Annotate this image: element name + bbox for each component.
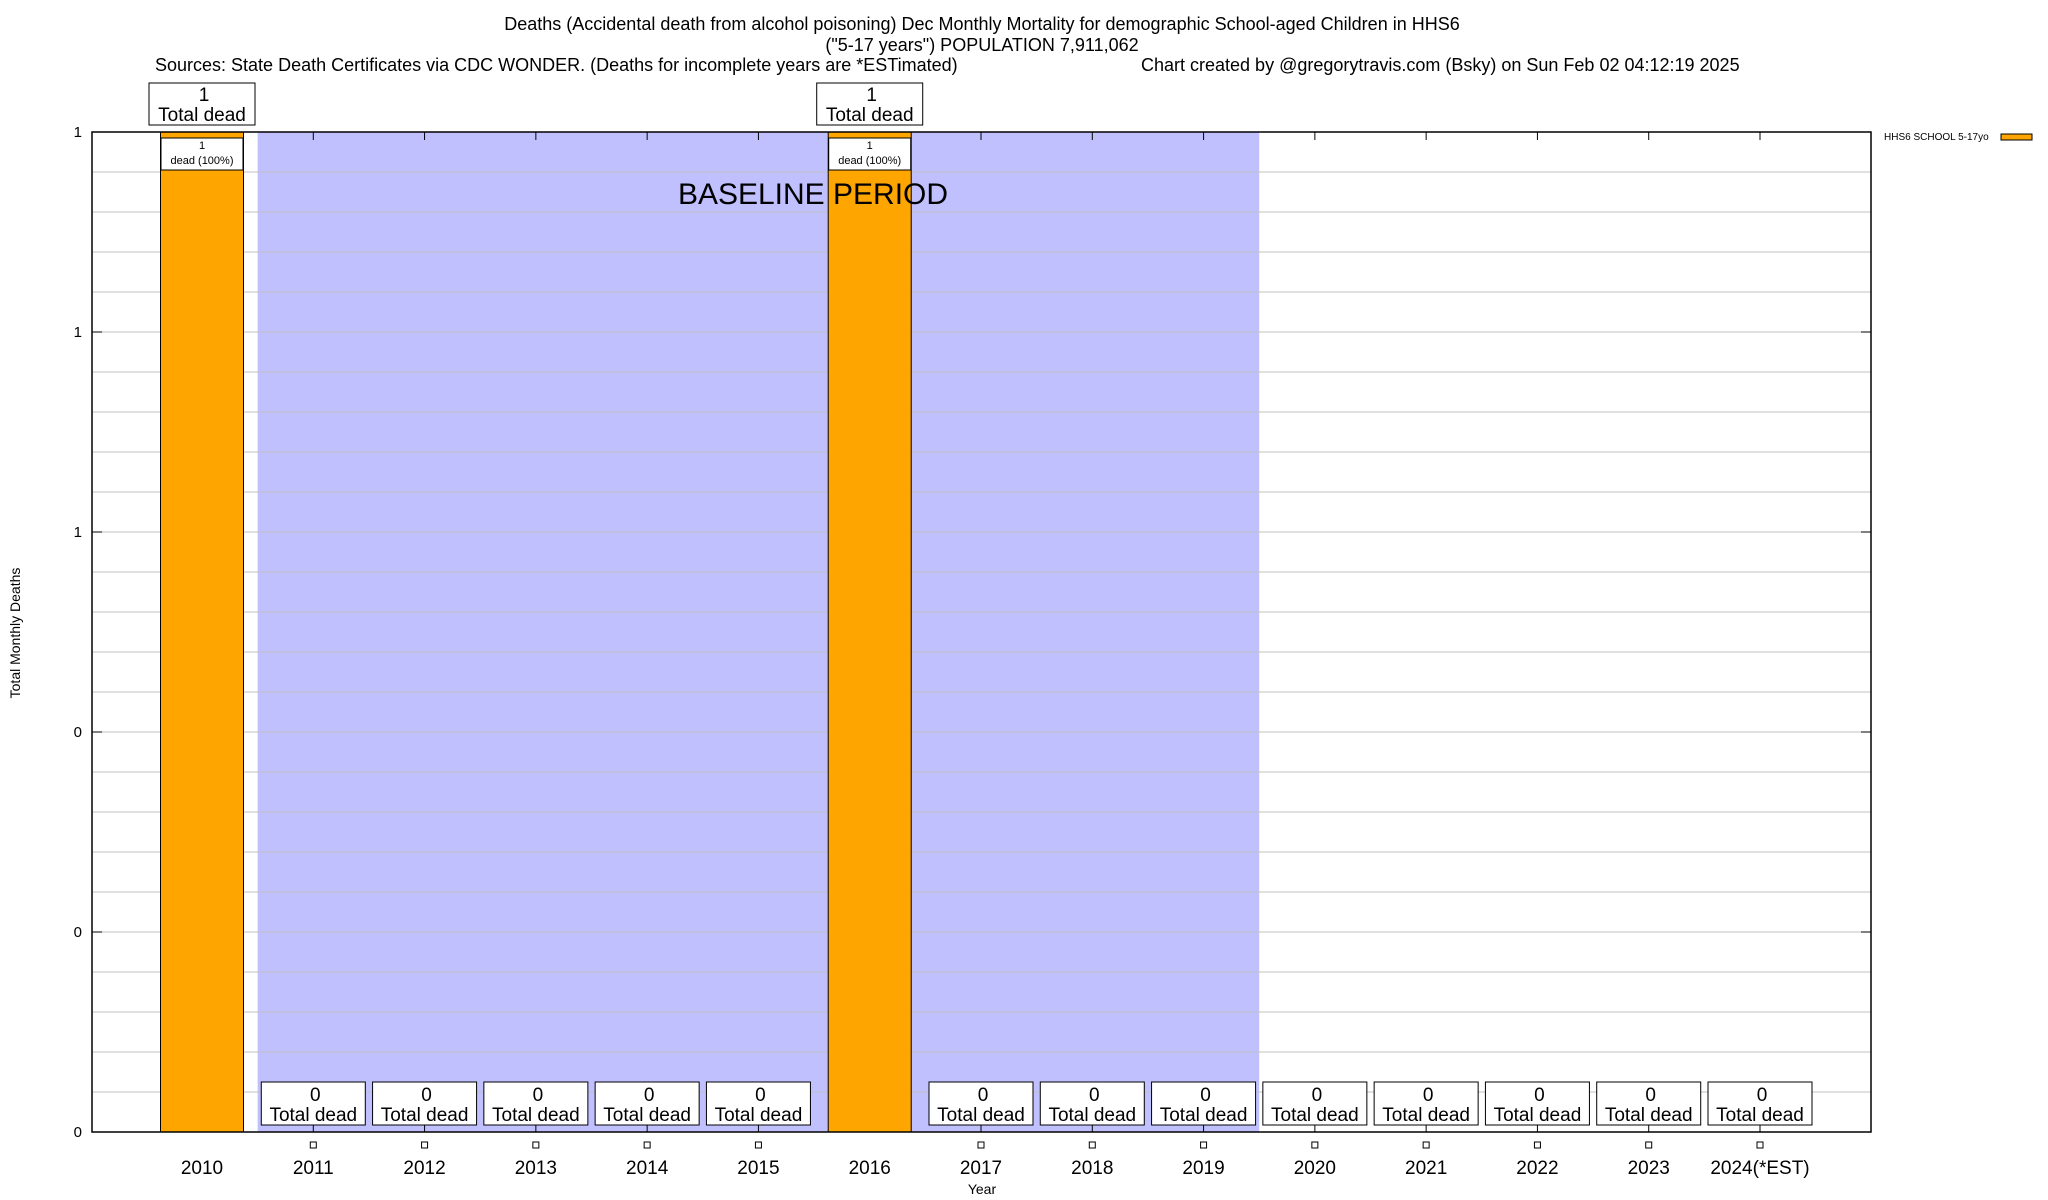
x-tick-label: 2020 — [1294, 1158, 1336, 1179]
total-label-box — [1039, 1081, 1145, 1126]
total-label-value: 0 — [1757, 1085, 1768, 1106]
x-tick-label: 2016 — [849, 1158, 891, 1179]
total-label-text: Total dead — [1271, 1105, 1359, 1126]
total-label-box — [1262, 1081, 1368, 1126]
total-label-box — [816, 82, 924, 126]
total-label-box — [1151, 1081, 1257, 1126]
x-tick-label: 2017 — [960, 1158, 1002, 1179]
total-label-value: 1 — [199, 85, 210, 106]
y-tick-label: 1 — [74, 524, 82, 541]
total-label-text: Total dead — [1382, 1105, 1470, 1126]
total-label-text: Total dead — [715, 1105, 803, 1126]
x-tick-label: 2018 — [1071, 1158, 1113, 1179]
total-label-box — [148, 82, 256, 126]
total-label-text: Total dead — [826, 105, 914, 126]
zero-marker — [1533, 1141, 1541, 1149]
plot-frame — [91, 131, 1872, 1133]
zero-marker — [1311, 1141, 1319, 1149]
total-label-value: 0 — [644, 1085, 655, 1106]
total-label-value: 0 — [978, 1085, 989, 1106]
zero-marker — [754, 1141, 762, 1149]
legend-label: HHS6 SCHOOL 5-17yo — [1884, 132, 1989, 143]
chart-credit: Chart created by @gregorytravis.com (Bsk… — [1141, 55, 1740, 75]
bar-inner-label-box — [828, 137, 912, 171]
total-label-box — [483, 1081, 589, 1126]
total-label-box — [705, 1081, 811, 1126]
total-label-value: 0 — [1089, 1085, 1100, 1106]
total-label-box — [1484, 1081, 1590, 1126]
zero-marker — [421, 1141, 429, 1149]
bar-inner-label-count: 1 — [199, 140, 205, 152]
x-tick-label: 2024(*EST) — [1710, 1158, 1809, 1179]
total-label-value: 0 — [1312, 1085, 1323, 1106]
bar-inner-label-box — [160, 137, 244, 171]
baseline-annotation: BASELINE PERIOD — [678, 178, 948, 211]
bar-inner-label-count: 1 — [867, 140, 873, 152]
y-tick-label: 0 — [74, 924, 82, 941]
zero-marker — [1088, 1141, 1096, 1149]
total-label-box — [1373, 1081, 1479, 1126]
zero-marker — [977, 1141, 985, 1149]
x-tick-label: 2021 — [1405, 1158, 1447, 1179]
total-label-value: 0 — [1200, 1085, 1211, 1106]
total-label-text: Total dead — [937, 1105, 1025, 1126]
total-label-text: Total dead — [158, 105, 246, 126]
zero-marker — [1200, 1141, 1208, 1149]
bar-inner-label-percent: dead (100%) — [838, 155, 901, 167]
zero-marker — [1756, 1141, 1764, 1149]
baseline-period-shade — [257, 132, 1260, 1132]
total-label-value: 0 — [1534, 1085, 1545, 1106]
x-tick-label: 2012 — [403, 1158, 445, 1179]
zero-marker — [532, 1141, 540, 1149]
total-label-value: 1 — [866, 85, 877, 106]
chart-sources: Sources: State Death Certificates via CD… — [155, 55, 958, 75]
total-label-text: Total dead — [1494, 1105, 1582, 1126]
zero-marker — [1645, 1141, 1653, 1149]
x-tick-label: 2011 — [293, 1158, 334, 1179]
x-tick-label: 2019 — [1182, 1158, 1224, 1179]
total-label-value: 0 — [1423, 1085, 1434, 1106]
x-tick-label: 2010 — [181, 1158, 223, 1179]
total-label-box — [372, 1081, 478, 1126]
total-label-box — [260, 1081, 366, 1126]
total-label-value: 0 — [1645, 1085, 1656, 1106]
x-tick-label: 2015 — [737, 1158, 779, 1179]
zero-marker — [1422, 1141, 1430, 1149]
chart-title: Deaths (Accidental death from alcohol po… — [504, 14, 1459, 34]
total-label-box — [1596, 1081, 1702, 1126]
bar-inner-label-percent: dead (100%) — [171, 155, 234, 167]
total-label-box — [1707, 1081, 1813, 1126]
total-label-text: Total dead — [381, 1105, 469, 1126]
y-tick-label: 0 — [74, 1124, 82, 1141]
y-tick-label: 1 — [74, 124, 82, 141]
total-label-text: Total dead — [492, 1105, 580, 1126]
total-label-text: Total dead — [1716, 1105, 1804, 1126]
bar — [827, 131, 912, 1133]
x-axis-label: Year — [968, 1181, 997, 1197]
x-tick-label: 2022 — [1516, 1158, 1558, 1179]
total-label-box — [928, 1081, 1034, 1126]
total-label-box — [594, 1081, 700, 1126]
zero-marker — [643, 1141, 651, 1149]
y-tick-label: 0 — [74, 724, 82, 741]
x-tick-label: 2014 — [626, 1158, 669, 1179]
total-label-text: Total dead — [1160, 1105, 1248, 1126]
chart-subtitle: ("5-17 years") POPULATION 7,911,062 — [825, 35, 1138, 55]
total-label-text: Total dead — [1605, 1105, 1693, 1126]
total-label-text: Total dead — [603, 1105, 691, 1126]
bar — [160, 131, 244, 1133]
total-label-value: 0 — [421, 1085, 432, 1106]
total-label-value: 0 — [533, 1085, 544, 1106]
y-tick-label: 1 — [74, 324, 82, 341]
total-label-text: Total dead — [269, 1105, 357, 1126]
x-tick-label: 2013 — [515, 1158, 557, 1179]
total-label-text: Total dead — [1048, 1105, 1136, 1126]
legend-swatch — [2000, 133, 2033, 141]
y-axis-label: Total Monthly Deaths — [7, 568, 23, 699]
zero-marker — [309, 1141, 317, 1149]
total-label-value: 0 — [310, 1085, 321, 1106]
x-tick-label: 2023 — [1628, 1158, 1670, 1179]
total-label-value: 0 — [755, 1085, 766, 1106]
